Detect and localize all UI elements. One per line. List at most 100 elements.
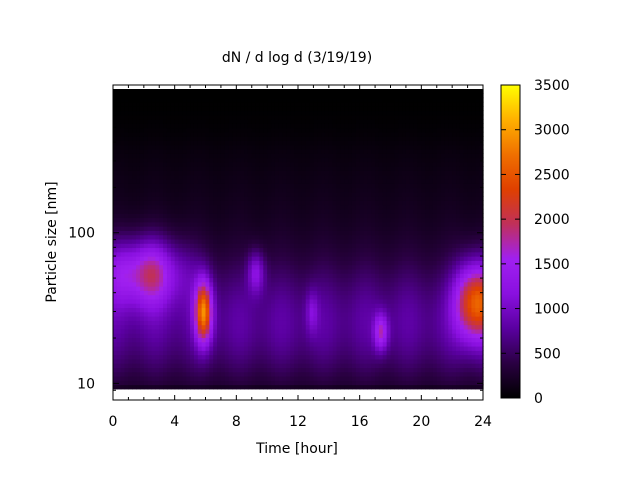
heatmap-cell	[263, 118, 268, 124]
heatmap-cell	[124, 204, 130, 210]
heatmap-cell	[178, 243, 183, 249]
heatmap-cell	[166, 316, 172, 321]
heatmap-cell	[290, 277, 295, 283]
heatmap-cell	[355, 375, 361, 381]
heatmap-cell	[363, 161, 368, 167]
heatmap-cell	[155, 234, 160, 240]
heatmap-cell	[263, 178, 268, 184]
heatmap-cell	[363, 337, 368, 343]
heatmap-cell	[344, 213, 349, 219]
heatmap-cell	[143, 316, 149, 321]
heatmap-cell	[116, 178, 122, 184]
heatmap-cell	[190, 114, 195, 120]
heatmap-cell	[113, 358, 118, 364]
heatmap-cell	[193, 354, 199, 360]
heatmap-cell	[255, 273, 261, 279]
heatmap-cell	[309, 131, 315, 137]
heatmap-cell	[170, 114, 176, 120]
heatmap-cell	[128, 174, 133, 180]
heatmap-cell	[190, 260, 195, 266]
heatmap-cell	[132, 230, 137, 236]
heatmap-cell	[247, 217, 253, 223]
heatmap-cell	[336, 358, 341, 364]
heatmap-cell	[324, 238, 330, 244]
heatmap-cell	[321, 208, 326, 214]
heatmap-cell	[290, 123, 295, 129]
heatmap-cell	[367, 187, 372, 193]
heatmap-cell	[251, 226, 257, 231]
heatmap-cell	[344, 316, 349, 321]
heatmap-cell	[305, 303, 311, 309]
heatmap-cell	[155, 170, 160, 176]
heatmap-cell	[294, 367, 299, 373]
heatmap-cell	[213, 273, 218, 279]
heatmap-cell	[240, 101, 245, 107]
heatmap-cell	[124, 358, 130, 364]
heatmap-cell	[309, 251, 315, 257]
heatmap-cell	[244, 358, 249, 364]
heatmap-cell	[367, 251, 372, 257]
heatmap-cell	[324, 221, 330, 227]
heatmap-cell	[147, 358, 153, 364]
heatmap-cell	[197, 148, 203, 154]
heatmap-cell	[359, 101, 365, 107]
heatmap-cell	[236, 286, 241, 291]
heatmap-cell	[186, 298, 191, 304]
heatmap-cell	[143, 157, 149, 163]
heatmap-cell	[259, 183, 264, 189]
heatmap-cell	[367, 345, 372, 351]
heatmap-cell	[178, 311, 183, 317]
heatmap-cell	[178, 226, 183, 231]
heatmap-cell	[298, 136, 303, 141]
heatmap-cell	[163, 106, 168, 112]
heatmap-cell	[286, 320, 291, 326]
heatmap-cell	[286, 247, 291, 253]
heatmap-cell	[201, 273, 207, 279]
heatmap-cell	[247, 221, 253, 227]
heatmap-cell	[328, 204, 334, 210]
heatmap-cell	[324, 136, 330, 141]
heatmap-cell	[247, 118, 253, 124]
heatmap-cell	[274, 131, 280, 137]
heatmap-cell	[251, 136, 257, 141]
heatmap-cell	[375, 93, 380, 99]
heatmap-cell	[116, 221, 122, 227]
heatmap-cell	[236, 89, 241, 94]
heatmap-cell	[344, 311, 349, 317]
heatmap-cell	[271, 166, 276, 171]
heatmap-cell	[201, 178, 207, 184]
heatmap-cell	[205, 208, 210, 214]
heatmap-cell	[244, 354, 249, 360]
heatmap-cell	[340, 345, 345, 351]
heatmap-cell	[209, 286, 214, 291]
heatmap-cell	[128, 191, 133, 197]
heatmap-cell	[301, 371, 307, 377]
heatmap-cell	[282, 277, 288, 283]
heatmap-cell	[159, 251, 164, 257]
heatmap-cell	[197, 358, 203, 364]
heatmap-cell	[155, 200, 160, 206]
heatmap-cell	[371, 371, 376, 377]
heatmap-cell	[317, 298, 322, 304]
heatmap-cell	[193, 358, 199, 364]
heatmap-cell	[294, 341, 299, 347]
heatmap-cell	[274, 290, 280, 296]
heatmap-cell	[298, 101, 303, 107]
heatmap-cell	[259, 316, 264, 321]
heatmap-cell	[213, 234, 218, 240]
heatmap-cell	[332, 140, 338, 146]
heatmap-cell	[124, 354, 130, 360]
heatmap-cell	[166, 320, 172, 326]
heatmap-cell	[232, 174, 237, 180]
heatmap-cell	[305, 264, 311, 270]
heatmap-cell	[367, 247, 372, 253]
heatmap-cell	[278, 333, 284, 339]
heatmap-cell	[220, 208, 226, 214]
heatmap-cell	[263, 166, 268, 171]
heatmap-cell	[274, 144, 280, 150]
heatmap-cell	[301, 281, 307, 287]
heatmap-cell	[274, 281, 280, 287]
heatmap-cell	[224, 358, 230, 364]
heatmap-cell	[132, 183, 137, 189]
heatmap-cell	[166, 337, 172, 343]
